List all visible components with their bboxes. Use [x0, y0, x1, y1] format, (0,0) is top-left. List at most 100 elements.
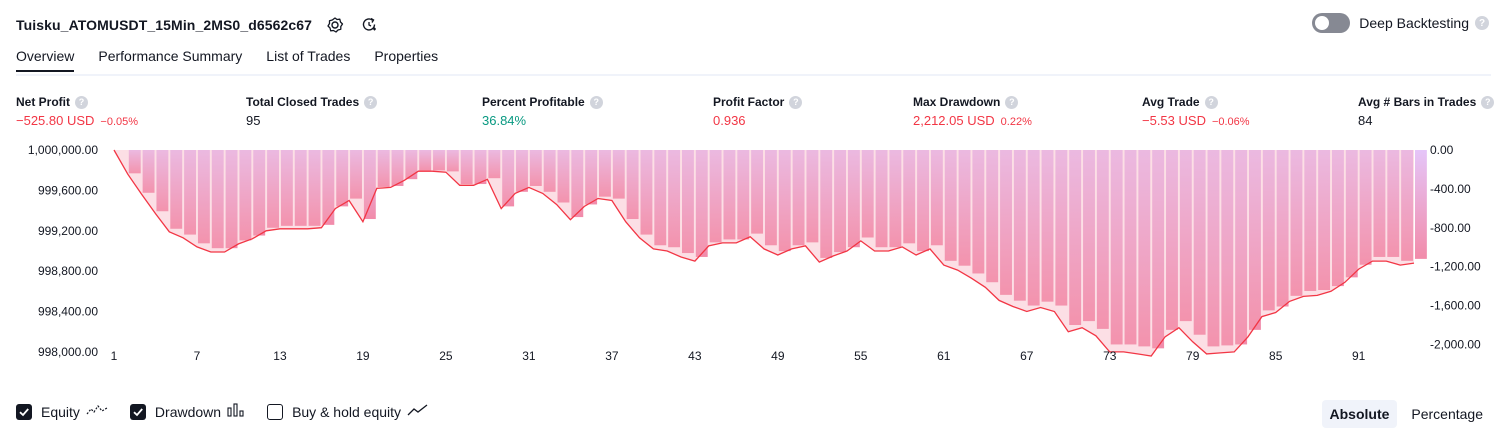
metric-value: 2,212.05 USD [913, 113, 995, 128]
info-icon[interactable]: ? [364, 95, 378, 109]
x-axis-tick: 13 [273, 349, 287, 363]
drawdown-bar [958, 150, 971, 266]
metric-label: Max Drawdown [913, 95, 1001, 109]
drawdown-bar [1359, 150, 1372, 265]
tab-list-of-trades[interactable]: List of Trades [266, 48, 351, 64]
drawdown-bar [253, 150, 266, 236]
deep-backtesting-toggle[interactable] [1312, 13, 1351, 33]
drawdown-bar [695, 150, 708, 257]
drawdown-bar [1249, 150, 1261, 330]
left-axis-tick: 998,000.00 [38, 345, 98, 359]
x-axis-tick: 73 [1103, 349, 1117, 363]
drawdown-bar [1124, 150, 1137, 345]
drawdown-bar [488, 150, 501, 179]
drawdown-bar [599, 150, 611, 197]
drawdown-bar [294, 150, 307, 226]
drawdown-bar [1304, 150, 1317, 291]
info-icon[interactable]: ? [1204, 95, 1218, 109]
equity-drawdown-chart[interactable]: 1,000,000.00 999,600.00 999,200.00 998,800.… [0, 140, 1507, 368]
checkbox-checked-icon[interactable] [129, 403, 146, 420]
drawdown-bar [820, 150, 833, 258]
drawdown-bar [170, 150, 183, 229]
info-icon[interactable]: ? [1481, 95, 1495, 109]
scale-mode-switch: Absolute Percentage [1316, 400, 1492, 428]
info-icon[interactable]: ? [1005, 95, 1019, 109]
drawdown-bar [128, 150, 141, 174]
drawdown-bar [1055, 150, 1068, 306]
info-icon[interactable]: ? [589, 95, 603, 109]
drawdown-bar [1290, 150, 1303, 296]
metric-label: Percent Profitable [482, 95, 585, 109]
drawdown-bar [350, 150, 362, 199]
metric-total-closed-trades: Total Closed Trades? 95 [246, 95, 378, 128]
deep-backtesting-label: Deep Backtesting [1359, 15, 1469, 31]
metric-value: 0.936 [713, 113, 746, 128]
report-header: Tuisku_ATOMUSDT_15Min_2MS0_d6562c67 [16, 14, 380, 36]
metric-value: −5.53 USD [1142, 113, 1206, 128]
drawdown-bar [571, 150, 584, 218]
drawdown-label: Drawdown [154, 403, 222, 420]
drawdown-bar [986, 150, 999, 283]
drawdown-bar [1276, 150, 1289, 307]
left-axis-tick: 999,600.00 [38, 183, 98, 197]
equity-line-icon [86, 403, 108, 420]
drawdown-checkbox[interactable]: Drawdown [129, 403, 245, 420]
equity-line [113, 149, 1415, 357]
drawdown-bar [806, 150, 819, 243]
drawdown-bar [681, 150, 694, 254]
metric-value: 84 [1358, 113, 1373, 128]
tabs-divider [16, 74, 1491, 76]
drawdown-bar [156, 150, 169, 212]
drawdown-bar [460, 150, 473, 185]
x-axis-tick: 49 [771, 349, 785, 363]
metric-label: Avg # Bars in Trades [1358, 95, 1477, 109]
metric-value: 36.84% [482, 113, 527, 128]
drawdown-bar [1262, 150, 1275, 311]
drawdown-bar [944, 150, 957, 261]
drawdown-bar [1318, 150, 1331, 290]
x-axis-tick: 31 [522, 349, 536, 363]
tab-performance-summary[interactable]: Performance Summary [98, 48, 243, 64]
left-axis-tick: 998,400.00 [38, 305, 98, 319]
drawdown-bar [834, 150, 847, 253]
buy-hold-equity-checkbox[interactable]: Buy & hold equity [267, 403, 429, 420]
metric-percent: −0.06% [1211, 116, 1250, 128]
info-icon[interactable]: ? [789, 95, 803, 109]
checkbox-checked-icon[interactable] [16, 403, 32, 420]
x-axis-tick: 37 [605, 349, 619, 363]
drawdown-bar [654, 150, 667, 246]
metric-percent-profitable: Percent Profitable? 36.84% [482, 95, 603, 128]
drawdown-bar [861, 150, 874, 238]
metric-value: 95 [246, 113, 261, 128]
drawdown-bar [529, 150, 542, 186]
right-axis-tick: -1,600.00 [1430, 299, 1481, 313]
reload-report-icon[interactable] [358, 14, 380, 36]
strategy-title: Tuisku_ATOMUSDT_15Min_2MS0_d6562c67 [16, 17, 313, 33]
drawdown-bar [889, 150, 902, 248]
checkbox-unchecked-icon[interactable] [267, 403, 284, 420]
info-icon[interactable]: ? [75, 95, 88, 109]
drawdown-bar [847, 150, 860, 248]
equity-checkbox[interactable]: Equity [16, 403, 108, 420]
metric-max-drawdown: Max Drawdown? 2,212.05 USD 0.22% [913, 95, 1032, 128]
metric-percent: −0.05% [100, 116, 139, 128]
tab-overview[interactable]: Overview [16, 48, 75, 72]
x-axis-tick: 91 [1352, 349, 1366, 363]
help-icon[interactable]: ? [1475, 16, 1489, 30]
drawdown-bar [917, 150, 929, 252]
x-axis-tick: 79 [1186, 349, 1200, 363]
drawdown-bar [184, 150, 197, 235]
drawdown-bar [668, 150, 681, 248]
x-axis-tick: 25 [439, 349, 453, 363]
percentage-button[interactable]: Percentage [1411, 406, 1483, 422]
drawdown-bar [308, 150, 321, 226]
x-axis-tick: 55 [854, 349, 868, 363]
absolute-button[interactable]: Absolute [1321, 400, 1398, 428]
drawdown-bar [903, 150, 916, 244]
drawdown-bar [1013, 150, 1026, 301]
drawdown-bar [778, 150, 791, 252]
drawdown-bar [612, 150, 625, 199]
settings-icon[interactable] [324, 14, 346, 36]
tab-properties[interactable]: Properties [374, 48, 439, 64]
drawdown-bar [1179, 150, 1192, 322]
